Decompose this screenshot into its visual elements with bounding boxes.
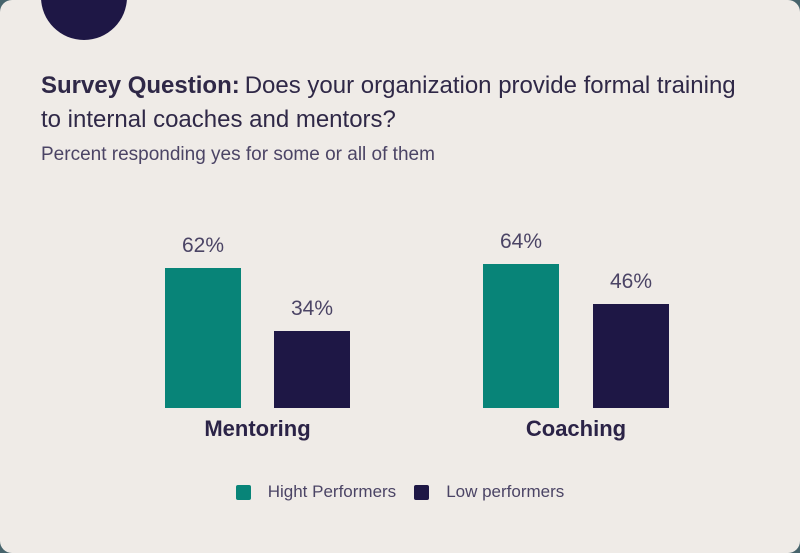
category-label-mentoring: Mentoring — [204, 416, 311, 441]
title-line2: to internal coaches and mentors? — [41, 106, 396, 133]
legend-swatch-high-performers — [235, 484, 251, 500]
chart-subtitle: Percent responding yes for some or all o… — [41, 144, 435, 165]
survey-question-title: Survey Question: Does your organization p… — [41, 69, 780, 103]
legend-label-low-performers: Low performers — [446, 482, 565, 501]
legend-item-high-performers: Hight Performers — [235, 482, 397, 502]
bar-rect — [274, 331, 350, 408]
bar-value-label: 46% — [609, 270, 653, 293]
bar-mentoring-high-performers: 62% — [165, 235, 241, 408]
header: Survey Question: Does your organization p… — [41, 69, 780, 168]
chart-legend: Hight Performers Low performers — [0, 482, 800, 502]
bar-coaching-low-performers: 46% — [593, 271, 669, 408]
title-bold-prefix: Survey Question: — [41, 72, 240, 99]
bar-value-label: 64% — [499, 230, 543, 253]
legend-label-high-performers: Hight Performers — [267, 482, 397, 501]
category-label-coaching: Coaching — [525, 416, 627, 441]
title-line1-rest: Does your organization provide formal tr… — [244, 72, 736, 99]
legend-item-low-performers: Low performers — [414, 482, 564, 502]
bar-coaching-high-performers: 64% — [483, 231, 559, 408]
bar-rect — [483, 264, 559, 408]
bar-rect — [593, 304, 669, 408]
bar-rect — [165, 268, 241, 408]
bar-mentoring-low-performers: 34% — [274, 298, 350, 408]
legend-swatch-low-performers — [414, 484, 430, 500]
bar-value-label: 62% — [181, 234, 225, 257]
bar-value-label: 34% — [290, 297, 334, 320]
